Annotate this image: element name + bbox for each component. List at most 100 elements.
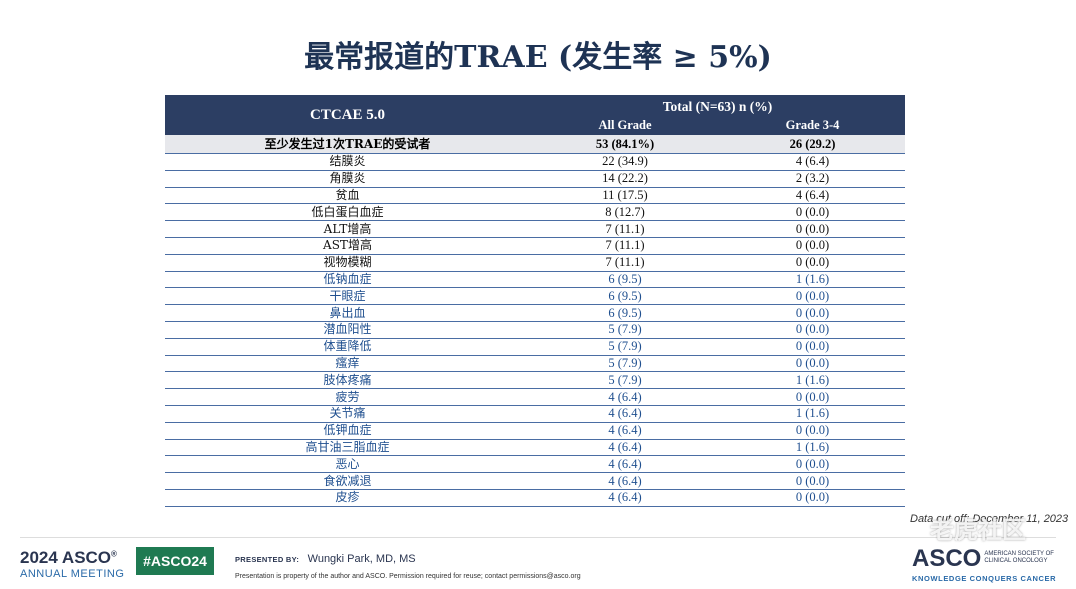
meeting-sub: ANNUAL MEETING (20, 568, 125, 580)
ae-name-cell: 皮疹 (165, 489, 530, 507)
grade34-cell: 0 (0.0) (720, 455, 906, 474)
all-grade-cell: 5 (7.9) (530, 355, 720, 373)
ae-name-cell: 疲劳 (165, 388, 530, 406)
all-grade-cell: 4 (6.4) (530, 388, 720, 406)
table-row: 至少发生过1次TRAE的受试者 53 (84.1%) 26 (29.2) (165, 135, 906, 154)
table-row: 低钠血症 6 (9.5) 1 (1.6) (165, 271, 906, 289)
all-grade-cell: 4 (6.4) (530, 489, 720, 507)
grade34-cell: 0 (0.0) (720, 203, 906, 222)
table-row: 贫血 11 (17.5) 4 (6.4) (165, 187, 906, 205)
ae-name-cell: 肢体疼痛 (165, 371, 530, 390)
table-row: 角膜炎 14 (22.2) 2 (3.2) (165, 170, 906, 188)
presenter-block: PRESENTED BY: Wungki Park, MD, MS Presen… (235, 549, 581, 580)
grade34-cell: 0 (0.0) (720, 237, 906, 255)
grade34-cell: 1 (1.6) (720, 371, 906, 390)
grade34-cell: 0 (0.0) (720, 338, 906, 356)
ae-name-cell: 结膜炎 (165, 153, 530, 171)
table-row: 低钾血症 4 (6.4) 0 (0.0) (165, 422, 906, 440)
all-grade-cell: 11 (17.5) (530, 187, 720, 205)
table-row: 瘙痒 5 (7.9) 0 (0.0) (165, 355, 906, 373)
grade34-cell: 0 (0.0) (720, 304, 906, 322)
ae-name-cell: 瘙痒 (165, 355, 530, 373)
grade34-cell: 0 (0.0) (720, 287, 906, 306)
table-row: 干眼症 6 (9.5) 0 (0.0) (165, 287, 906, 306)
table-row: 低白蛋白血症 8 (12.7) 0 (0.0) (165, 203, 906, 222)
all-grade-cell: 5 (7.9) (530, 371, 720, 390)
all-grade-cell: 22 (34.9) (530, 153, 720, 171)
ae-name-cell: 低钠血症 (165, 271, 530, 289)
ae-name-cell: 高甘油三脂血症 (165, 439, 530, 457)
all-grade-cell: 6 (9.5) (530, 304, 720, 322)
table-row: 体重降低 5 (7.9) 0 (0.0) (165, 338, 906, 356)
table-row: 鼻出血 6 (9.5) 0 (0.0) (165, 304, 906, 322)
all-grade-cell: 4 (6.4) (530, 455, 720, 474)
ae-name-cell: 低白蛋白血症 (165, 203, 530, 222)
ae-name-cell: 视物模糊 (165, 254, 530, 272)
grade34-cell: 0 (0.0) (720, 321, 906, 339)
asco-wordmark: ASCO (912, 545, 982, 572)
grade34-cell: 0 (0.0) (720, 472, 906, 490)
table-row: 关节痛 4 (6.4) 1 (1.6) (165, 405, 906, 423)
grade34-cell: 0 (0.0) (720, 489, 906, 507)
presented-by-label: PRESENTED BY: (235, 555, 300, 564)
ae-name-cell: 体重降低 (165, 338, 530, 356)
ae-name-cell: 低钾血症 (165, 422, 530, 440)
table-row: 高甘油三脂血症 4 (6.4) 1 (1.6) (165, 439, 906, 457)
grade34-cell: 26 (29.2) (720, 135, 906, 154)
ae-name-cell: 鼻出血 (165, 304, 530, 322)
grade34-cell: 2 (3.2) (720, 170, 906, 188)
trae-table-body: 至少发生过1次TRAE的受试者 53 (84.1%) 26 (29.2) 结膜炎 22 … (165, 135, 906, 507)
all-grade-cell: 7 (11.1) (530, 220, 720, 238)
table-row: ALT增高 7 (11.1) 0 (0.0) (165, 220, 906, 238)
all-grade-cell: 4 (6.4) (530, 472, 720, 490)
registered-mark: ® (111, 549, 117, 559)
slide-title: 最常报道的TRAE (发生率 ≥ 5%) (304, 40, 772, 75)
all-grade-cell: 6 (9.5) (530, 271, 720, 289)
header-grade34: Grade 3-4 (720, 115, 906, 135)
watermark: 老虎社区 (930, 516, 1026, 544)
table-row: 结膜炎 22 (34.9) 4 (6.4) (165, 153, 906, 171)
ae-name-cell: 至少发生过1次TRAE的受试者 (165, 135, 530, 154)
all-grade-cell: 4 (6.4) (530, 439, 720, 457)
table-row: 肢体疼痛 5 (7.9) 1 (1.6) (165, 371, 906, 390)
grade34-cell: 0 (0.0) (720, 422, 906, 440)
all-grade-cell: 4 (6.4) (530, 405, 720, 423)
ae-name-cell: ALT增高 (165, 220, 530, 238)
all-grade-cell: 14 (22.2) (530, 170, 720, 188)
grade34-cell: 0 (0.0) (720, 355, 906, 373)
table-row: AST增高 7 (11.1) 0 (0.0) (165, 237, 906, 255)
copyright-notice: Presentation is property of the author a… (235, 573, 581, 580)
meeting-brand: 2024 ASCO (20, 548, 112, 567)
all-grade-cell: 5 (7.9) (530, 338, 720, 356)
grade34-cell: 0 (0.0) (720, 220, 906, 238)
asco-motto: KNOWLEDGE CONQUERS CANCER (912, 574, 1057, 583)
grade34-cell: 0 (0.0) (720, 254, 906, 272)
ae-name-cell: 潜血阳性 (165, 321, 530, 339)
hashtag-badge: #ASCO24 (136, 547, 214, 575)
grade34-cell: 1 (1.6) (720, 405, 906, 423)
grade34-cell: 0 (0.0) (720, 388, 906, 406)
table-row: 疲劳 4 (6.4) 0 (0.0) (165, 388, 906, 406)
trae-table: CTCAE 5.0 Total (N=63) n (%) All Grade G… (165, 95, 906, 507)
ae-name-cell: 角膜炎 (165, 170, 530, 188)
table-row: 潜血阳性 5 (7.9) 0 (0.0) (165, 321, 906, 339)
all-grade-cell: 53 (84.1%) (530, 135, 720, 154)
all-grade-cell: 5 (7.9) (530, 321, 720, 339)
grade34-cell: 1 (1.6) (720, 439, 906, 457)
grade34-cell: 4 (6.4) (720, 187, 906, 205)
table-row: 皮疹 4 (6.4) 0 (0.0) (165, 489, 906, 507)
ae-name-cell: 干眼症 (165, 287, 530, 306)
all-grade-cell: 7 (11.1) (530, 254, 720, 272)
asco-logo: ASCO AMERICAN SOCIETY OF CLINICAL ONCOLOG… (912, 545, 1056, 583)
all-grade-cell: 7 (11.1) (530, 237, 720, 255)
society-name: AMERICAN SOCIETY OF CLINICAL ONCOLOGY (984, 551, 1054, 564)
presenter-name: Wungki Park, MD, MS (307, 553, 416, 565)
table-row: 视物模糊 7 (11.1) 0 (0.0) (165, 254, 906, 272)
ae-name-cell: AST增高 (165, 237, 530, 255)
header-all-grade: All Grade (530, 115, 720, 135)
ae-name-cell: 恶心 (165, 455, 530, 474)
grade34-cell: 1 (1.6) (720, 271, 906, 289)
ae-name-cell: 贫血 (165, 187, 530, 205)
header-total: Total (N=63) n (%) (530, 95, 906, 115)
all-grade-cell: 4 (6.4) (530, 422, 720, 440)
